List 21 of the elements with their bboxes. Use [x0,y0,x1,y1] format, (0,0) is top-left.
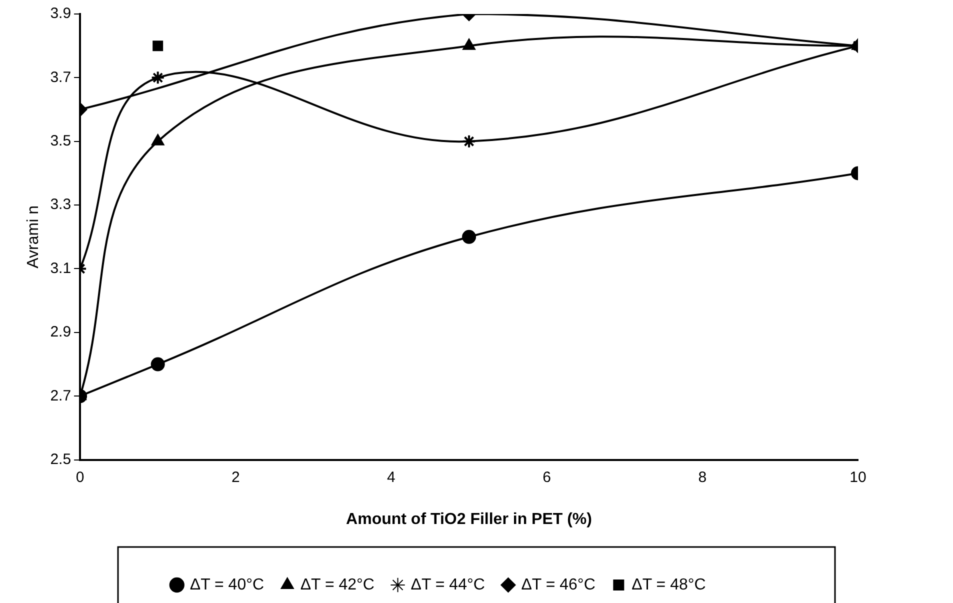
legend-label: ΔT = 40°C [190,576,264,594]
legend-label: ΔT = 44°C [410,576,485,594]
x-tick-label: 2 [231,468,240,486]
legend-label: ΔT = 46°C [521,576,596,594]
y-tick-label: 2.5 [50,450,72,468]
x-axis-title: Amount of TiO2 Filler in PET (%) [346,510,592,528]
legend-label: ΔT = 48°C [632,576,706,594]
y-tick-label: 3.3 [50,196,72,214]
x-tick-label: 8 [698,468,707,486]
y-tick-label: 3.1 [50,260,72,277]
x-tick-label: 4 [387,468,396,486]
y-axis-title: Avrami n [25,205,42,268]
x-tick-label: 0 [76,468,84,486]
x-tick-label: 10 [850,468,866,486]
y-tick-label: 3.5 [50,132,72,150]
y-tick-label: 3.9 [50,5,72,22]
y-tick-label: 2.9 [50,324,72,341]
y-tick-label: 2.7 [50,387,72,404]
y-tick-label: 3.7 [50,68,72,86]
legend-label: ΔT = 42°C [300,576,374,594]
x-tick-label: 6 [542,468,551,486]
